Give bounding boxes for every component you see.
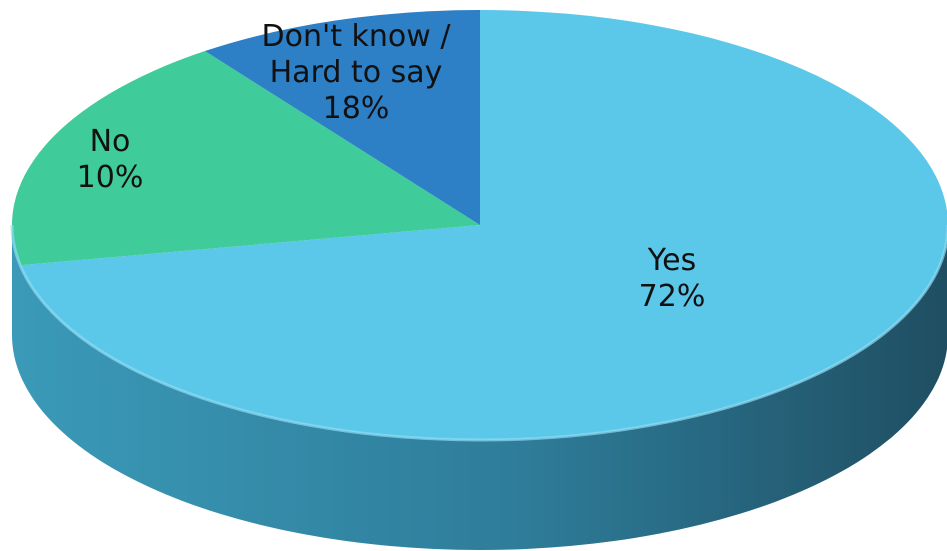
pie-rim-highlight: [10, 224, 947, 442]
pie-slice-yes: [20, 10, 947, 440]
pie-top-face: [10, 10, 947, 442]
pie-slice-don-t-know-hard-to-say: [11, 51, 480, 266]
slice-category-label: Don't know /: [262, 19, 452, 54]
pie-side-wall-face: [12, 225, 947, 550]
slice-category-label: Yes: [647, 243, 696, 278]
pie-side-wall: [12, 225, 947, 550]
slice-category-label: No: [90, 124, 131, 159]
slice-value-label: 18%: [323, 91, 390, 126]
slice-category-label: Hard to say: [270, 55, 443, 90]
slice-value-label: 10%: [77, 160, 144, 195]
slice-value-label: 72%: [639, 279, 706, 314]
pie-slice-no: [204, 10, 480, 225]
